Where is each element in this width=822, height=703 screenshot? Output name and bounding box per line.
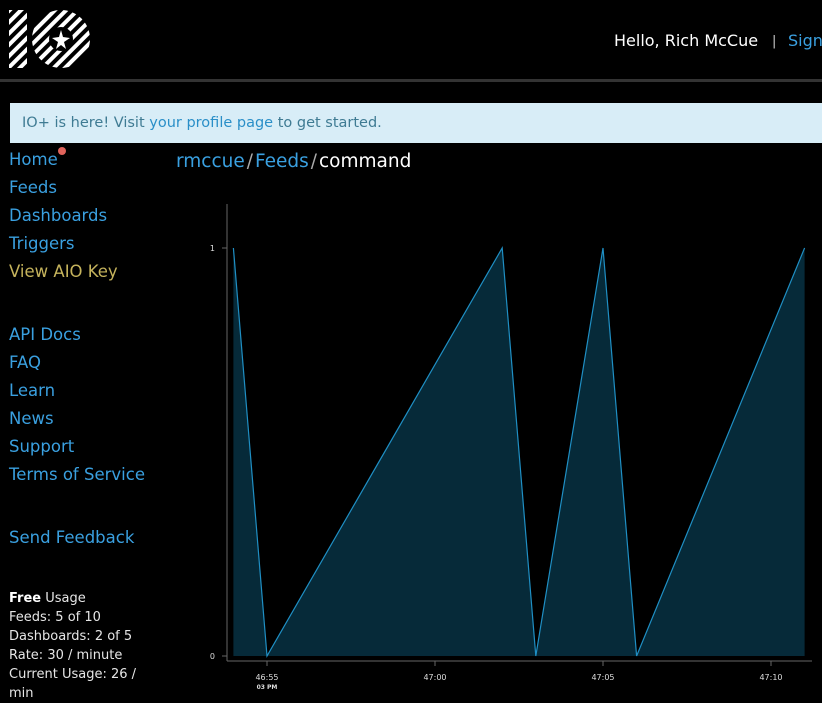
x-tick-label: 46:55 — [255, 673, 278, 682]
x-tick-label: 47:00 — [423, 673, 446, 682]
y-tick-label: 1 — [210, 244, 215, 253]
x-tick-label: 47:10 — [759, 673, 782, 682]
x-tick-sublabel: 03 PM — [257, 684, 278, 691]
x-tick-label: 47:05 — [591, 673, 614, 682]
y-tick-label: 0 — [210, 652, 215, 661]
